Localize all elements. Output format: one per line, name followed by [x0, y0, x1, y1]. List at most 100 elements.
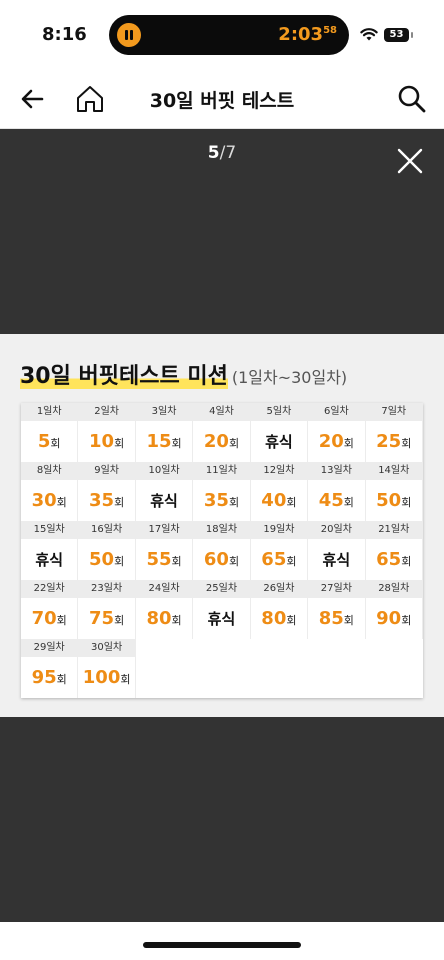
rep-count: 5	[37, 431, 51, 452]
day-label: 30일차	[78, 639, 135, 657]
day-cell: 1일차 5회	[21, 403, 79, 462]
wifi-icon	[360, 28, 378, 41]
day-label: 29일차	[21, 639, 78, 657]
rep-count: 60	[203, 549, 229, 570]
day-target: 30회	[21, 480, 77, 521]
day-cell: 17일차 55회	[135, 521, 194, 580]
rep-unit: 회	[401, 614, 412, 627]
search-icon[interactable]	[396, 83, 428, 115]
rest-day-label: 휴식	[207, 610, 236, 628]
day-target: 40회	[251, 480, 307, 521]
day-cell: 29일차 95회	[21, 639, 79, 698]
day-target: 10회	[78, 421, 134, 462]
day-target: 휴식	[21, 539, 77, 580]
day-label: 6일차	[308, 403, 365, 421]
battery-icon: 53	[384, 28, 413, 42]
rep-count: 35	[203, 490, 229, 511]
day-cell: 3일차 15회	[135, 403, 194, 462]
home-indicator[interactable]	[143, 942, 301, 948]
timer-value: 2:03	[278, 24, 324, 45]
day-target: 70회	[21, 598, 77, 639]
bottom-bar	[0, 922, 444, 960]
day-cell: 4일차 20회	[193, 403, 251, 462]
rep-count: 80	[261, 608, 287, 629]
dynamic-island[interactable]: 2:0358	[109, 15, 349, 55]
day-label: 11일차	[193, 462, 250, 480]
close-icon[interactable]	[396, 147, 424, 175]
rep-unit: 회	[401, 437, 412, 450]
day-target: 35회	[78, 480, 134, 521]
day-target: 휴식	[193, 598, 249, 639]
rep-count: 15	[146, 431, 172, 452]
day-cell: 24일차 80회	[135, 580, 194, 639]
image-viewer[interactable]: 5/7 30일 버핏테스트 미션 (1일차~30일차) 1일차 5회 2일차 10회 3일…	[0, 129, 444, 922]
rep-unit: 회	[114, 496, 125, 509]
mission-heading: 30일 버핏테스트 미션 (1일차~30일차)	[20, 358, 347, 390]
rep-count: 25	[376, 431, 402, 452]
day-target: 75회	[78, 598, 134, 639]
day-cell: 21일차 65회	[365, 521, 423, 580]
day-label: 5일차	[250, 403, 308, 421]
day-target: 100회	[78, 657, 134, 698]
day-target: 65회	[251, 539, 307, 580]
day-label: 18일차	[193, 521, 250, 539]
home-icon[interactable]	[74, 84, 106, 114]
day-label: 22일차	[21, 580, 78, 598]
day-target: 80회	[136, 598, 192, 639]
rep-count: 70	[31, 608, 57, 629]
rep-count: 90	[376, 608, 402, 629]
rep-count: 85	[318, 608, 344, 629]
rep-unit: 회	[114, 437, 125, 450]
day-target: 90회	[366, 598, 422, 639]
day-label: 2일차	[78, 403, 135, 421]
rep-unit: 회	[114, 555, 125, 568]
day-target: 20회	[308, 421, 364, 462]
page-title: 30일 버핏 테스트	[149, 90, 295, 112]
day-cell: 13일차 45회	[308, 462, 366, 521]
rep-count: 65	[261, 549, 287, 570]
day-label: 19일차	[250, 521, 308, 539]
mission-title: 30일 버핏테스트 미션	[20, 364, 228, 389]
rep-count: 10	[89, 431, 115, 452]
day-cell: 27일차 85회	[308, 580, 366, 639]
day-cell: 8일차 30회	[21, 462, 79, 521]
rep-unit: 회	[343, 496, 354, 509]
day-cell: 6일차 20회	[308, 403, 366, 462]
rep-unit: 회	[228, 555, 240, 568]
mission-image: 30일 버핏테스트 미션 (1일차~30일차) 1일차 5회 2일차 10회 3일차 15회…	[0, 334, 444, 717]
navigation-header: 30일 버핏 테스트	[0, 70, 444, 129]
day-label: 27일차	[308, 580, 365, 598]
status-time: 8:16	[42, 24, 87, 45]
rep-unit: 회	[114, 614, 125, 627]
rep-count: 55	[146, 549, 172, 570]
rep-unit: 회	[286, 614, 297, 627]
mission-calendar: 1일차 5회 2일차 10회 3일차 15회 4일차 20회 5일차 휴식 6일차 20회 7일차 25회…	[21, 403, 423, 698]
timer-seconds: 58	[323, 25, 337, 36]
day-cell: 11일차 35회	[193, 462, 251, 521]
day-cell: 26일차 80회	[250, 580, 309, 639]
rep-unit: 회	[343, 614, 354, 627]
day-target: 50회	[366, 480, 422, 521]
day-label: 25일차	[193, 580, 250, 598]
day-target: 50회	[78, 539, 134, 580]
day-label: 4일차	[193, 403, 250, 421]
day-label: 21일차	[365, 521, 422, 539]
day-cell: 7일차 25회	[365, 403, 423, 462]
day-target: 35회	[193, 480, 249, 521]
day-target: 80회	[251, 598, 307, 639]
day-target: 휴식	[136, 480, 192, 521]
rep-unit: 회	[286, 555, 297, 568]
day-target: 85회	[308, 598, 364, 639]
day-label: 12일차	[250, 462, 308, 480]
day-label: 7일차	[365, 403, 422, 421]
day-label: 13일차	[308, 462, 365, 480]
back-arrow-icon[interactable]	[18, 84, 48, 114]
rep-unit: 회	[171, 614, 182, 627]
rep-unit: 회	[286, 496, 297, 509]
page-counter-current: 5	[207, 143, 220, 163]
rep-unit: 회	[120, 673, 131, 686]
rep-count: 50	[89, 549, 115, 570]
day-target: 55회	[136, 539, 192, 580]
rest-day-label: 휴식	[265, 433, 293, 451]
